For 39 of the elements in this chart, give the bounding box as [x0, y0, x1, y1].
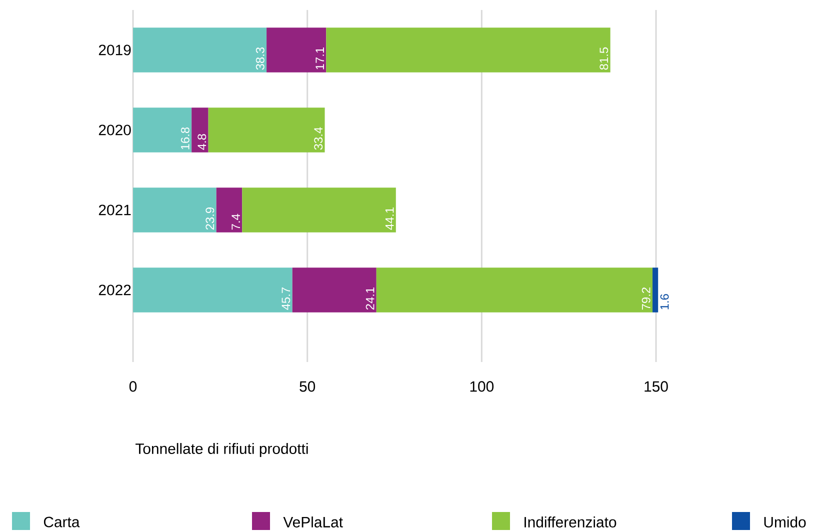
bar: [376, 267, 653, 312]
data-label: 38.3: [256, 47, 264, 70]
bar: [133, 267, 292, 312]
bar: [192, 107, 208, 152]
bar: [133, 27, 267, 72]
data-label: 23.9: [206, 207, 214, 230]
data-label: 45.7: [282, 287, 290, 310]
data-label: 4.8: [198, 134, 206, 150]
y-tick-label: 2019: [98, 44, 131, 56]
y-tick-label: 2021: [98, 204, 131, 216]
bar: [266, 27, 326, 72]
y-tick-label: 2022: [98, 284, 131, 296]
x-axis-title: Tonnellate di rifiuti prodotti: [136, 442, 308, 457]
data-label: 81.5: [600, 47, 608, 70]
data-label: 33.4: [314, 127, 323, 150]
x-tick-label: 50: [300, 380, 316, 392]
data-label: 24.1: [366, 287, 374, 310]
data-label: 44.1: [385, 207, 394, 230]
y-tick-label: 2020: [98, 124, 131, 136]
legend-label: VePlaLat: [283, 516, 343, 528]
x-tick-label: 150: [644, 380, 668, 392]
bar: [133, 187, 216, 232]
x-tick-label: 0: [129, 380, 137, 392]
bar: [216, 187, 242, 232]
bar: [326, 27, 610, 72]
legend-label: Carta: [44, 516, 80, 528]
bar: [242, 187, 396, 232]
legend-label: Umido: [764, 516, 806, 528]
data-label: 7.4: [232, 214, 240, 230]
bar: [652, 267, 658, 312]
data-label: 17.1: [316, 47, 324, 70]
data-label: 79.2: [642, 287, 650, 310]
legend-label: Indifferenziato: [524, 516, 616, 528]
bar: [208, 107, 325, 152]
bar: [292, 267, 376, 312]
data-label: 1.6: [660, 294, 669, 310]
bar: [133, 107, 192, 152]
data-label: 16.8: [180, 127, 190, 150]
x-tick-label: 100: [470, 380, 494, 392]
